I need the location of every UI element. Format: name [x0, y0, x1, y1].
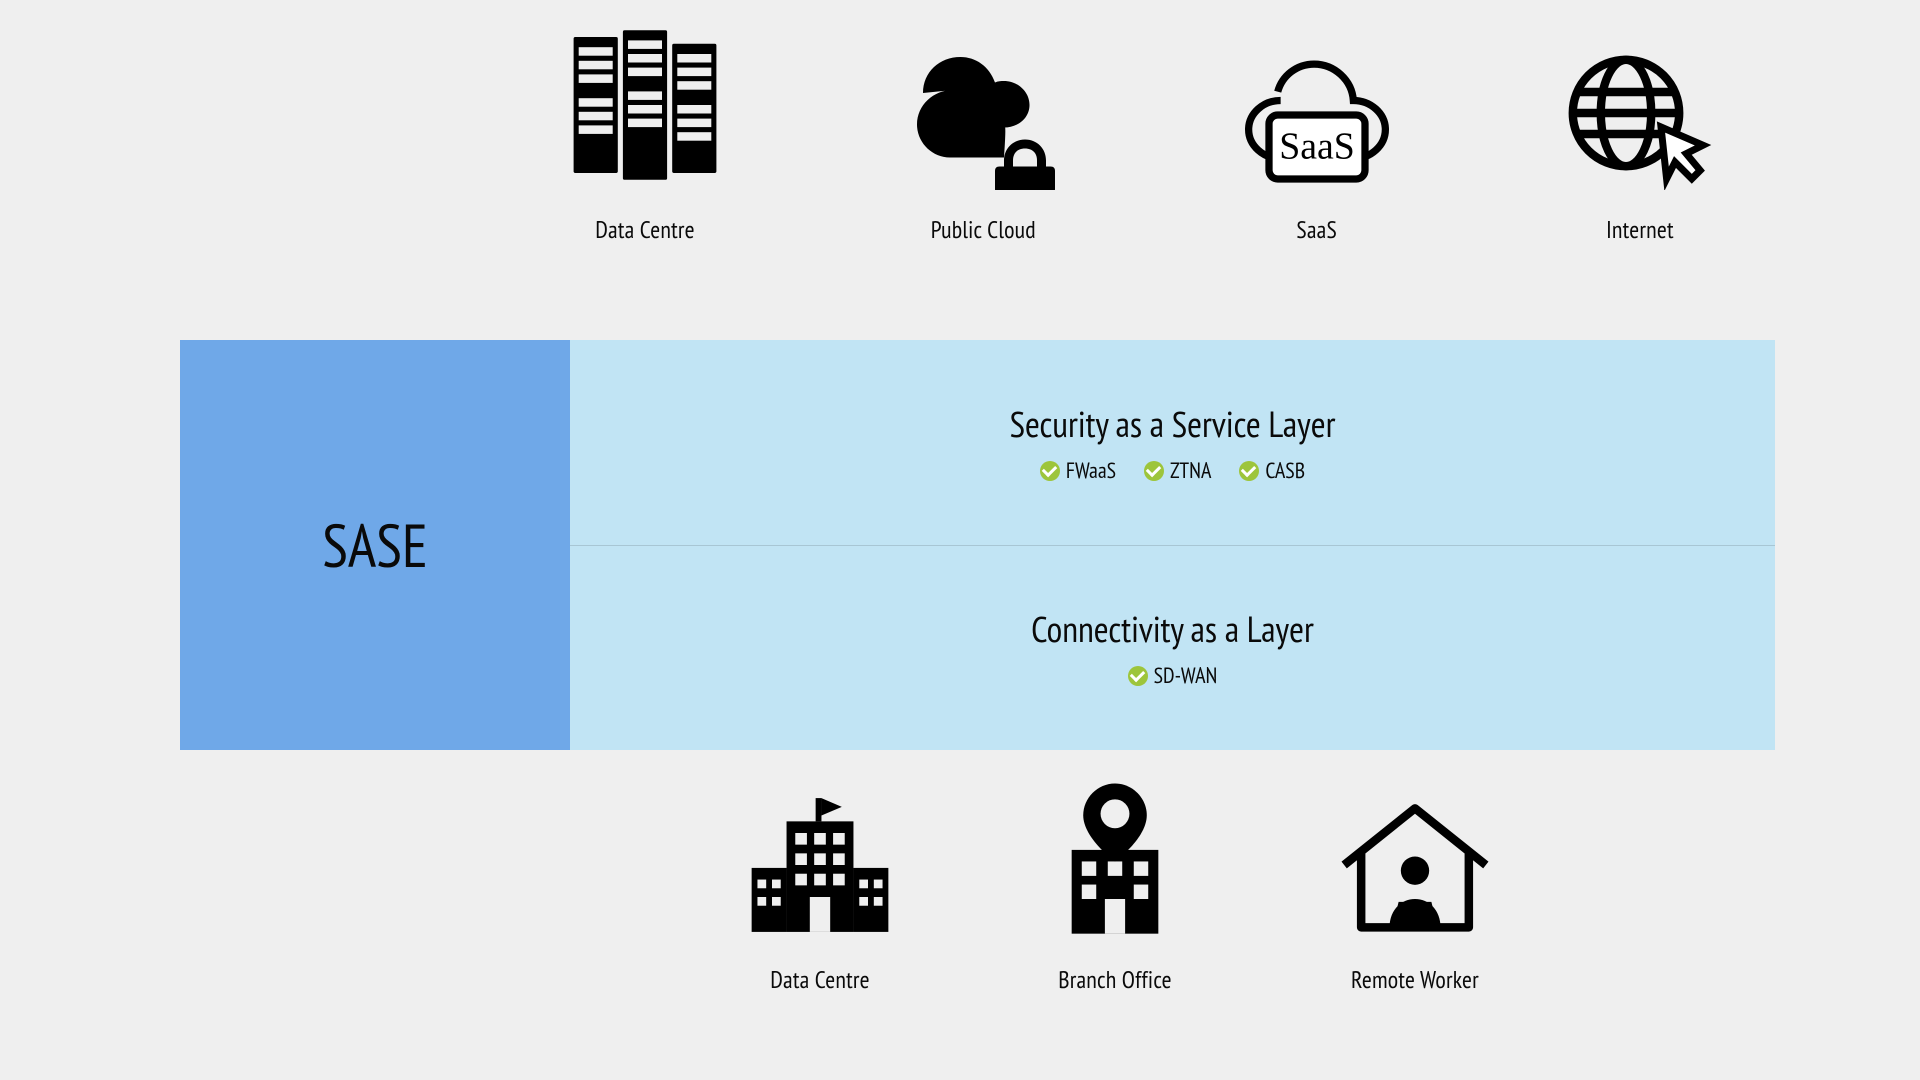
- connectivity-features: SD-WAN: [1128, 662, 1218, 690]
- feature-ztna: ZTNA: [1144, 457, 1211, 485]
- feature-sdwan: SD-WAN: [1128, 662, 1218, 690]
- sase-title: SASE: [322, 506, 427, 584]
- office-building-icon: [740, 790, 900, 940]
- sase-block: SASE Security as a Service Layer FWaaS Z…: [180, 340, 1775, 750]
- connectivity-layer: Connectivity as a Layer SD-WAN: [570, 545, 1775, 751]
- globe-cursor-icon: [1560, 50, 1720, 190]
- icon-label: Data Centre: [595, 214, 695, 245]
- server-rack-icon: [560, 20, 730, 190]
- icon-cell-saas: SaaS SaaS: [1237, 30, 1397, 245]
- icon-cell-remote-worker: Remote Worker: [1330, 780, 1500, 995]
- icon-label: Branch Office: [1058, 964, 1172, 995]
- icon-label: Public Cloud: [931, 214, 1036, 245]
- icon-cell-public-cloud: Public Cloud: [893, 30, 1073, 245]
- check-icon: [1144, 461, 1164, 481]
- check-icon: [1128, 666, 1148, 686]
- layers-container: Security as a Service Layer FWaaS ZTNA C…: [570, 340, 1775, 750]
- sase-title-box: SASE: [180, 340, 570, 750]
- icon-label: Internet: [1606, 214, 1674, 245]
- check-icon: [1239, 461, 1259, 481]
- layer-title: Security as a Service Layer: [1010, 400, 1336, 447]
- icon-cell-branch-office: Branch Office: [1050, 780, 1180, 995]
- bottom-sources-row: Data Centre Branch Office: [740, 780, 1500, 995]
- feature-casb: CASB: [1239, 457, 1305, 485]
- feature-fwaas: FWaaS: [1040, 457, 1116, 485]
- icon-label: Remote Worker: [1351, 964, 1479, 995]
- icon-cell-data-centre: Data Centre: [560, 30, 730, 245]
- security-layer: Security as a Service Layer FWaaS ZTNA C…: [570, 340, 1775, 545]
- top-destinations-row: Data Centre Public Cloud SaaS: [560, 30, 1720, 245]
- icon-label: SaaS: [1296, 214, 1337, 245]
- security-features: FWaaS ZTNA CASB: [1040, 457, 1305, 485]
- layer-title: Connectivity as a Layer: [1031, 605, 1314, 652]
- svg-text:SaaS: SaaS: [1279, 126, 1355, 168]
- check-icon: [1040, 461, 1060, 481]
- cloud-lock-icon: [893, 50, 1073, 190]
- icon-cell-internet: Internet: [1560, 30, 1720, 245]
- home-worker-icon: [1330, 790, 1500, 940]
- branch-pin-icon: [1050, 780, 1180, 940]
- icon-cell-data-centre-bottom: Data Centre: [740, 780, 900, 995]
- icon-label: Data Centre: [770, 964, 870, 995]
- saas-cloud-icon: SaaS: [1237, 40, 1397, 190]
